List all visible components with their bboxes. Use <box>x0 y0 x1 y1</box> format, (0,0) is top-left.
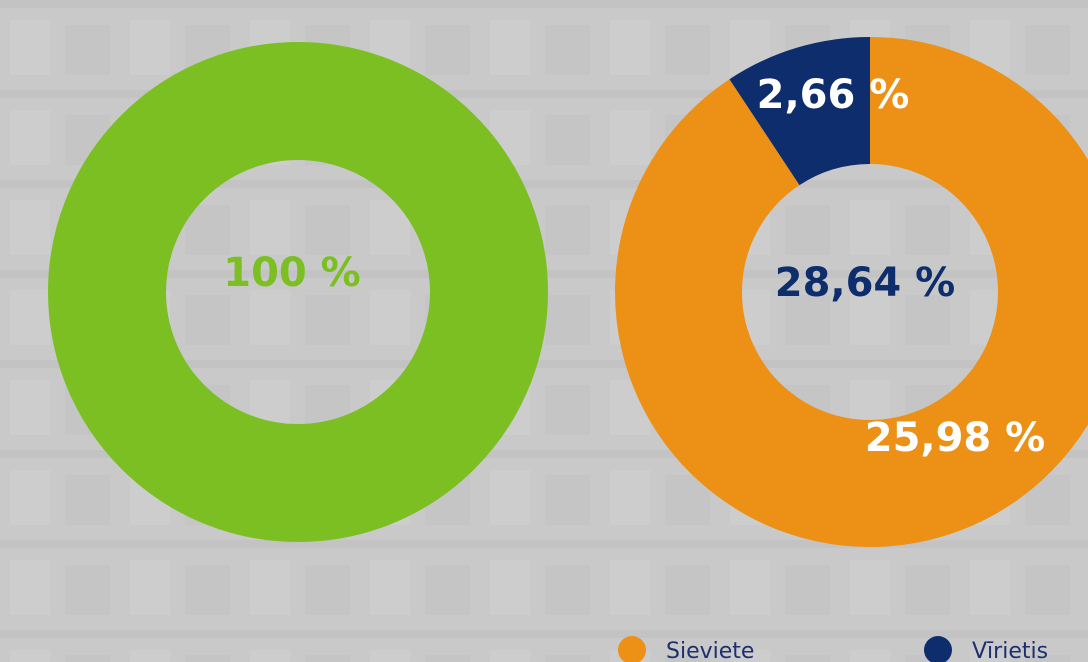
legend-label: Sieviete <box>666 639 754 662</box>
center-label: 100 % <box>223 250 361 296</box>
value-label: 2,66 % <box>757 72 910 118</box>
legend-swatch <box>924 636 952 662</box>
donut-slice <box>615 37 1088 547</box>
donut-slice <box>729 37 872 187</box>
legend-label: Vīrietis <box>972 639 1048 662</box>
center-label: 28,64 % <box>775 260 956 306</box>
donut-slice <box>48 42 548 542</box>
legend-swatch <box>618 636 646 662</box>
value-label: 25,98 % <box>865 415 1046 461</box>
